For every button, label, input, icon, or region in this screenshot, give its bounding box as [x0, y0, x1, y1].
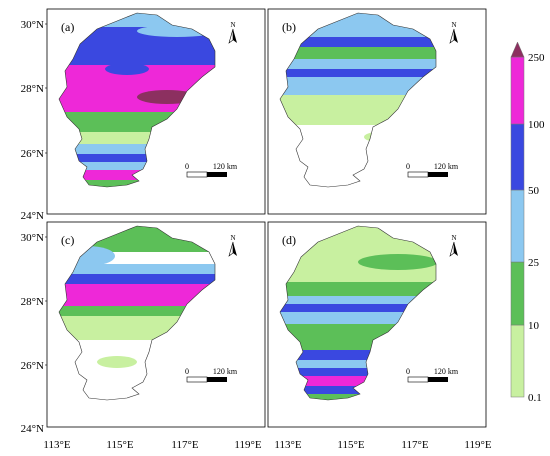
- svg-text:120 km: 120 km: [434, 367, 459, 376]
- lat-tick: 30°N: [21, 232, 44, 244]
- colorbar-tick: 0.1: [528, 392, 542, 404]
- scalebar: 0 120 km: [185, 162, 238, 178]
- panel-c-label: (c): [61, 233, 74, 247]
- svg-text:N: N: [451, 234, 456, 242]
- colorbar-tick: 10: [528, 320, 540, 332]
- scalebar: 0 120 km: [406, 367, 459, 383]
- lon-tick: 119°E: [234, 439, 261, 451]
- panel-d-label: (d): [282, 233, 296, 247]
- colorbar-tick: 250: [528, 52, 545, 64]
- colorbar: 250 100 50 25 10 0.1: [510, 41, 545, 404]
- lat-tick: 28°N: [21, 296, 44, 308]
- colorbar-segment-25-50: [510, 189, 525, 263]
- panel-b: (b) N 0 120 km: [267, 8, 487, 215]
- lat-tick: 24°N: [21, 423, 44, 435]
- colorbar-tick: 100: [528, 119, 545, 131]
- north-arrow-icon: N: [228, 234, 237, 257]
- colorbar-segment-10-25: [510, 261, 525, 326]
- lon-tick: 115°E: [337, 439, 364, 451]
- lat-axis-bottom: 30°N 28°N 26°N 24°N: [21, 232, 47, 435]
- lat-tick: 28°N: [21, 83, 44, 95]
- svg-text:0: 0: [185, 367, 189, 376]
- lon-tick: 117°E: [401, 439, 428, 451]
- svg-text:N: N: [451, 21, 456, 29]
- lat-tick: 30°N: [21, 19, 44, 31]
- scalebar: 0 120 km: [406, 162, 459, 178]
- lon-tick: 113°E: [274, 439, 301, 451]
- svg-text:120 km: 120 km: [213, 162, 238, 171]
- lat-tick: 26°N: [21, 360, 44, 372]
- panel-c: (c) N 0 120 km: [46, 221, 266, 428]
- north-arrow-icon: N: [449, 234, 458, 257]
- panel-b-label: (b): [282, 20, 296, 34]
- lon-tick: 113°E: [43, 439, 70, 451]
- lon-tick: 115°E: [106, 439, 133, 451]
- north-arrow-icon: N: [449, 21, 458, 44]
- panel-a-label: (a): [61, 20, 74, 34]
- lat-axis-top: 30°N 28°N 26°N 24°N: [21, 19, 47, 222]
- svg-text:0: 0: [406, 367, 410, 376]
- lon-axis-left: 113°E 115°E 117°E 119°E: [43, 439, 261, 451]
- colorbar-tick: 50: [528, 185, 540, 197]
- lat-tick: 26°N: [21, 148, 44, 160]
- svg-text:N: N: [230, 21, 235, 29]
- panel-a: (a) N 0 120 km: [46, 8, 266, 215]
- colorbar-segment-0.1-10: [510, 324, 525, 398]
- svg-text:N: N: [230, 234, 235, 242]
- lon-axis-right: 113°E 115°E 117°E 119°E: [274, 439, 491, 451]
- panel-d: (d) N 0 120 km: [267, 221, 487, 428]
- colorbar-tick: 25: [528, 257, 540, 269]
- svg-text:120 km: 120 km: [213, 367, 238, 376]
- svg-text:0: 0: [185, 162, 189, 171]
- colorbar-extension-gt-250: [510, 41, 525, 58]
- svg-text:0: 0: [406, 162, 410, 171]
- lon-tick: 119°E: [464, 439, 491, 451]
- north-arrow-icon: N: [228, 21, 237, 44]
- colorbar-segment-100-250: [510, 56, 525, 125]
- colorbar-segment-50-100: [510, 123, 525, 191]
- lon-tick: 117°E: [171, 439, 198, 451]
- scalebar: 0 120 km: [185, 367, 238, 383]
- svg-text:120 km: 120 km: [434, 162, 459, 171]
- lat-tick: 24°N: [21, 210, 44, 222]
